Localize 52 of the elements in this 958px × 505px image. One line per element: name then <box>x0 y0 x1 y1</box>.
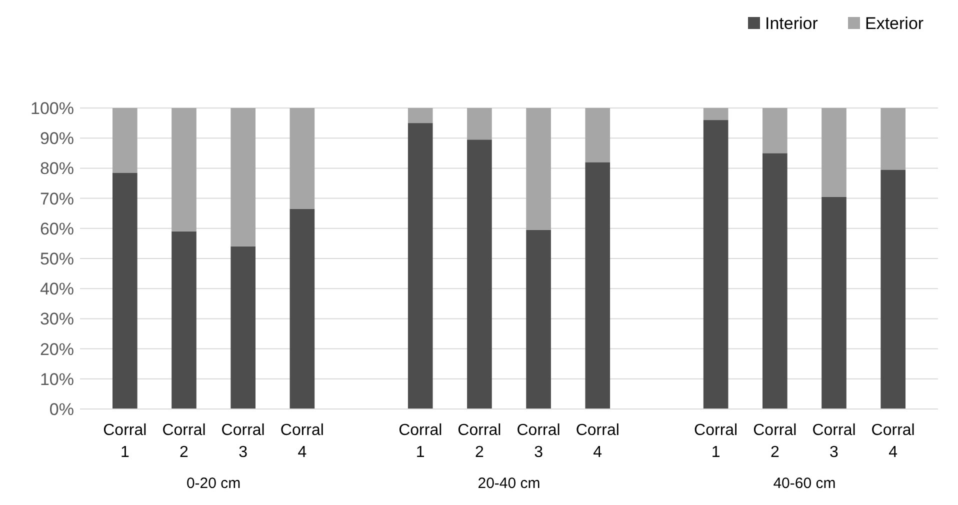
x-tick-label: Corral 2 <box>458 422 502 461</box>
y-tick-label: 30% <box>40 310 74 329</box>
bar <box>112 108 138 173</box>
legend-label: Interior <box>765 14 818 33</box>
y-tick-label: 10% <box>40 370 74 389</box>
x-tick-label: Corral 3 <box>812 422 856 461</box>
y-tick-label: 60% <box>40 219 74 238</box>
x-tick-label: Corral 3 <box>516 422 560 461</box>
bar <box>880 108 906 170</box>
bar <box>230 246 256 409</box>
bar <box>112 172 138 409</box>
text: 20-40 cm <box>478 475 540 492</box>
bar <box>585 162 610 409</box>
x-tick-label: Corral 2 <box>162 422 206 461</box>
bar <box>585 108 610 162</box>
bar <box>172 108 196 232</box>
text: 0-20 cm <box>186 475 241 492</box>
bar <box>230 108 256 246</box>
x-tick-label: Corral 1 <box>103 422 147 461</box>
bar <box>408 108 433 124</box>
x-tick-label: Corral 4 <box>871 422 915 461</box>
y-tick-label: 50% <box>40 249 74 268</box>
y-tick-label: 0% <box>49 400 74 419</box>
bar <box>467 108 492 140</box>
x-tick-label: Corral 3 <box>221 422 265 461</box>
bar <box>880 170 906 409</box>
bar <box>526 108 551 230</box>
bar <box>290 208 315 409</box>
y-tick-label: 70% <box>40 189 74 208</box>
bar <box>703 108 728 120</box>
y-tick-label: 20% <box>40 340 74 359</box>
x-tick-label: Corral 4 <box>280 422 324 461</box>
bar <box>822 196 846 409</box>
y-tick-label: 100% <box>30 98 74 118</box>
bar <box>762 153 788 409</box>
x-tick-label: Corral 4 <box>576 422 620 461</box>
bar <box>822 108 846 197</box>
x-tick-label: Corral 1 <box>694 422 738 461</box>
bar <box>408 123 433 409</box>
y-tick-label: 40% <box>40 280 74 299</box>
bar <box>467 140 492 409</box>
bar <box>762 108 788 154</box>
bar <box>290 108 315 209</box>
text: 40-60 cm <box>773 475 836 492</box>
y-tick-label: 90% <box>40 129 74 148</box>
bar <box>703 120 728 409</box>
bar <box>172 231 196 409</box>
bar <box>526 230 551 409</box>
legend-label: Exterior <box>865 14 924 33</box>
x-tick-label: Corral 1 <box>398 422 442 461</box>
x-tick-label: Corral 2 <box>753 422 797 461</box>
y-tick-label: 80% <box>40 159 74 178</box>
